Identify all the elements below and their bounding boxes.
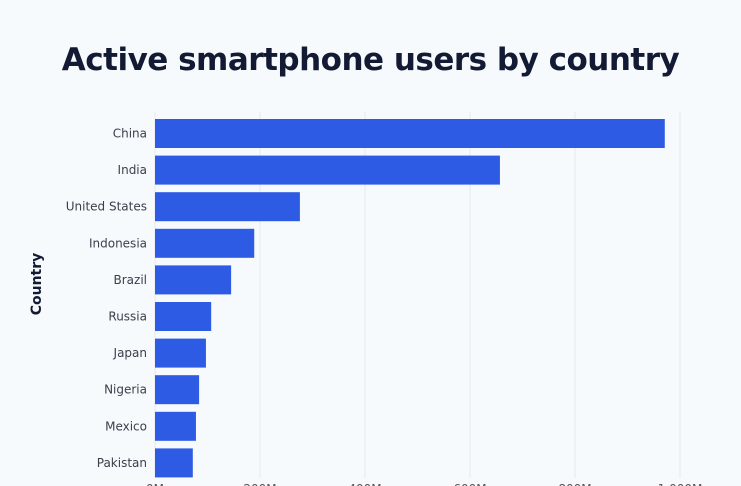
x-tick-label: 600M [453, 482, 486, 486]
bar-japan [155, 338, 206, 368]
category-label: Pakistan [97, 456, 147, 470]
chart-title: Active smartphone users by country [61, 42, 680, 78]
category-label: Indonesia [89, 236, 147, 250]
x-tick-label: 0M [146, 482, 164, 486]
y-axis-label: Country [29, 253, 45, 316]
category-label: India [118, 163, 147, 177]
x-tick-label: 800M [558, 482, 591, 486]
bar-mexico [155, 411, 196, 441]
category-label: China [113, 127, 147, 141]
category-label: United States [66, 200, 147, 214]
category-label: Nigeria [104, 383, 147, 397]
bar-brazil [155, 265, 232, 295]
bar-russia [155, 302, 212, 331]
x-tick-label: 400M [348, 482, 381, 486]
bar-china [155, 119, 665, 148]
bar-nigeria [155, 375, 200, 405]
category-label: Mexico [105, 419, 147, 433]
category-label: Japan [113, 346, 147, 360]
x-tick-label: 200M [243, 482, 276, 486]
bar-indonesia [155, 228, 255, 258]
category-label: Russia [108, 310, 147, 324]
bar-united-states [155, 192, 300, 222]
bar-india [155, 155, 500, 185]
category-label: Brazil [114, 273, 148, 287]
x-tick-label: 1,000M [658, 482, 703, 486]
bar-pakistan [155, 448, 193, 478]
